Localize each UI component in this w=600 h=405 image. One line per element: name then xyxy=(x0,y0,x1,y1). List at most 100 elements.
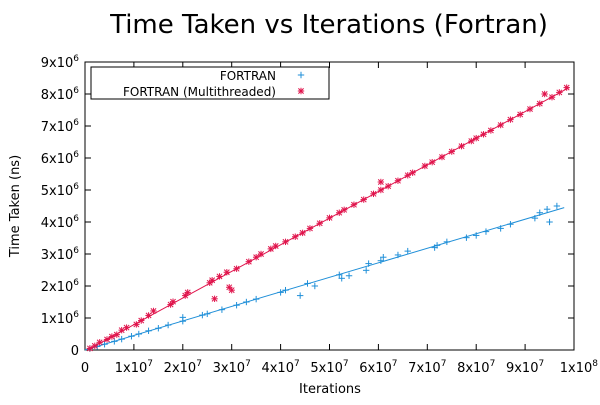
data-point xyxy=(272,242,279,250)
data-point xyxy=(145,327,152,334)
data-point xyxy=(179,314,186,321)
data-point xyxy=(252,295,260,303)
data-point xyxy=(245,258,253,265)
x-axis-label: Iterations xyxy=(299,382,361,397)
y-tick-label: 1x106 xyxy=(41,310,80,327)
data-point xyxy=(380,254,387,261)
fit-lines xyxy=(84,87,570,351)
data-point xyxy=(233,265,240,272)
data-point xyxy=(150,307,157,315)
data-point xyxy=(138,317,145,324)
data-point xyxy=(448,148,455,155)
data-point xyxy=(541,90,548,98)
data-point xyxy=(113,331,120,338)
data-point xyxy=(421,162,429,170)
data-point xyxy=(394,251,402,259)
data-point xyxy=(480,131,487,138)
data-point xyxy=(350,201,358,208)
data-point xyxy=(96,339,103,346)
data-point xyxy=(208,277,216,284)
y-tick-label: 3x106 xyxy=(41,246,80,263)
x-tick-label: 1x107 xyxy=(115,359,153,376)
data-point xyxy=(204,310,211,318)
data-points xyxy=(86,84,570,352)
data-point xyxy=(345,272,353,279)
data-point xyxy=(296,292,304,299)
legend: FORTRAN FORTRAN (Multithreaded) xyxy=(90,66,330,100)
x-tick-label: 1x108 xyxy=(560,359,599,376)
y-tick-label: 7x106 xyxy=(41,118,80,135)
data-point xyxy=(536,209,543,216)
y-tick-label: 4x106 xyxy=(41,214,80,231)
data-point xyxy=(443,238,451,246)
data-point xyxy=(133,321,140,328)
x-tick-label: 0 xyxy=(81,361,89,376)
data-point xyxy=(306,225,314,232)
data-point xyxy=(128,333,135,340)
data-point xyxy=(463,234,470,241)
data-point xyxy=(164,321,172,329)
data-point xyxy=(438,153,446,161)
data-point xyxy=(553,202,561,210)
x-tick-label: 6x107 xyxy=(359,359,397,376)
data-point xyxy=(409,169,416,176)
data-point xyxy=(304,280,311,287)
data-point xyxy=(360,196,367,203)
data-point xyxy=(282,238,289,246)
data-point xyxy=(223,269,231,276)
data-point xyxy=(468,137,475,145)
data-point xyxy=(563,84,570,91)
y-tick-label: 6x106 xyxy=(41,150,80,167)
data-point xyxy=(384,182,392,190)
data-point xyxy=(118,326,125,334)
data-point xyxy=(428,158,436,166)
data-point xyxy=(292,233,299,240)
y-tick-label: 8x106 xyxy=(41,86,80,103)
legend-marker xyxy=(297,71,305,79)
data-point xyxy=(91,342,98,350)
data-point xyxy=(155,325,162,332)
data-point xyxy=(169,298,177,305)
data-point xyxy=(86,345,94,352)
data-point xyxy=(458,142,465,150)
y-tick-label: 0 xyxy=(71,344,79,359)
data-point xyxy=(211,295,218,302)
legend-marker xyxy=(297,87,305,95)
data-point xyxy=(336,271,343,278)
data-point xyxy=(311,282,319,290)
data-point xyxy=(497,121,504,129)
data-point xyxy=(507,116,514,123)
axis-ticks: 0 1x107 2x107 3x107 4x107 5x107 6x107 7x107 8x10… xyxy=(41,54,599,376)
data-point xyxy=(338,275,345,282)
data-point xyxy=(556,89,563,96)
data-point xyxy=(482,228,490,235)
x-tick-label: 3x107 xyxy=(213,359,251,376)
data-point xyxy=(199,311,206,319)
data-point xyxy=(252,254,260,261)
data-point xyxy=(377,186,385,194)
data-point xyxy=(531,214,539,222)
data-point xyxy=(267,245,275,253)
data-point xyxy=(184,289,191,296)
data-point xyxy=(233,302,240,309)
data-point xyxy=(377,178,385,186)
data-point xyxy=(228,286,235,294)
plot-area-border xyxy=(84,61,575,351)
x-tick-label: 8x107 xyxy=(457,359,495,376)
data-point xyxy=(336,209,343,216)
data-point xyxy=(340,206,348,214)
data-point xyxy=(526,105,534,113)
legend-box xyxy=(90,66,330,100)
data-point xyxy=(135,330,142,338)
data-point xyxy=(377,257,385,264)
data-point xyxy=(507,221,514,228)
data-point xyxy=(282,286,289,294)
data-point xyxy=(218,306,226,313)
data-point xyxy=(543,206,551,213)
y-tick-label: 5x106 xyxy=(41,182,80,199)
data-point xyxy=(299,229,306,237)
x-tick-label: 7x107 xyxy=(408,359,446,376)
x-tick-label: 4x107 xyxy=(261,359,299,376)
data-point xyxy=(546,218,553,226)
